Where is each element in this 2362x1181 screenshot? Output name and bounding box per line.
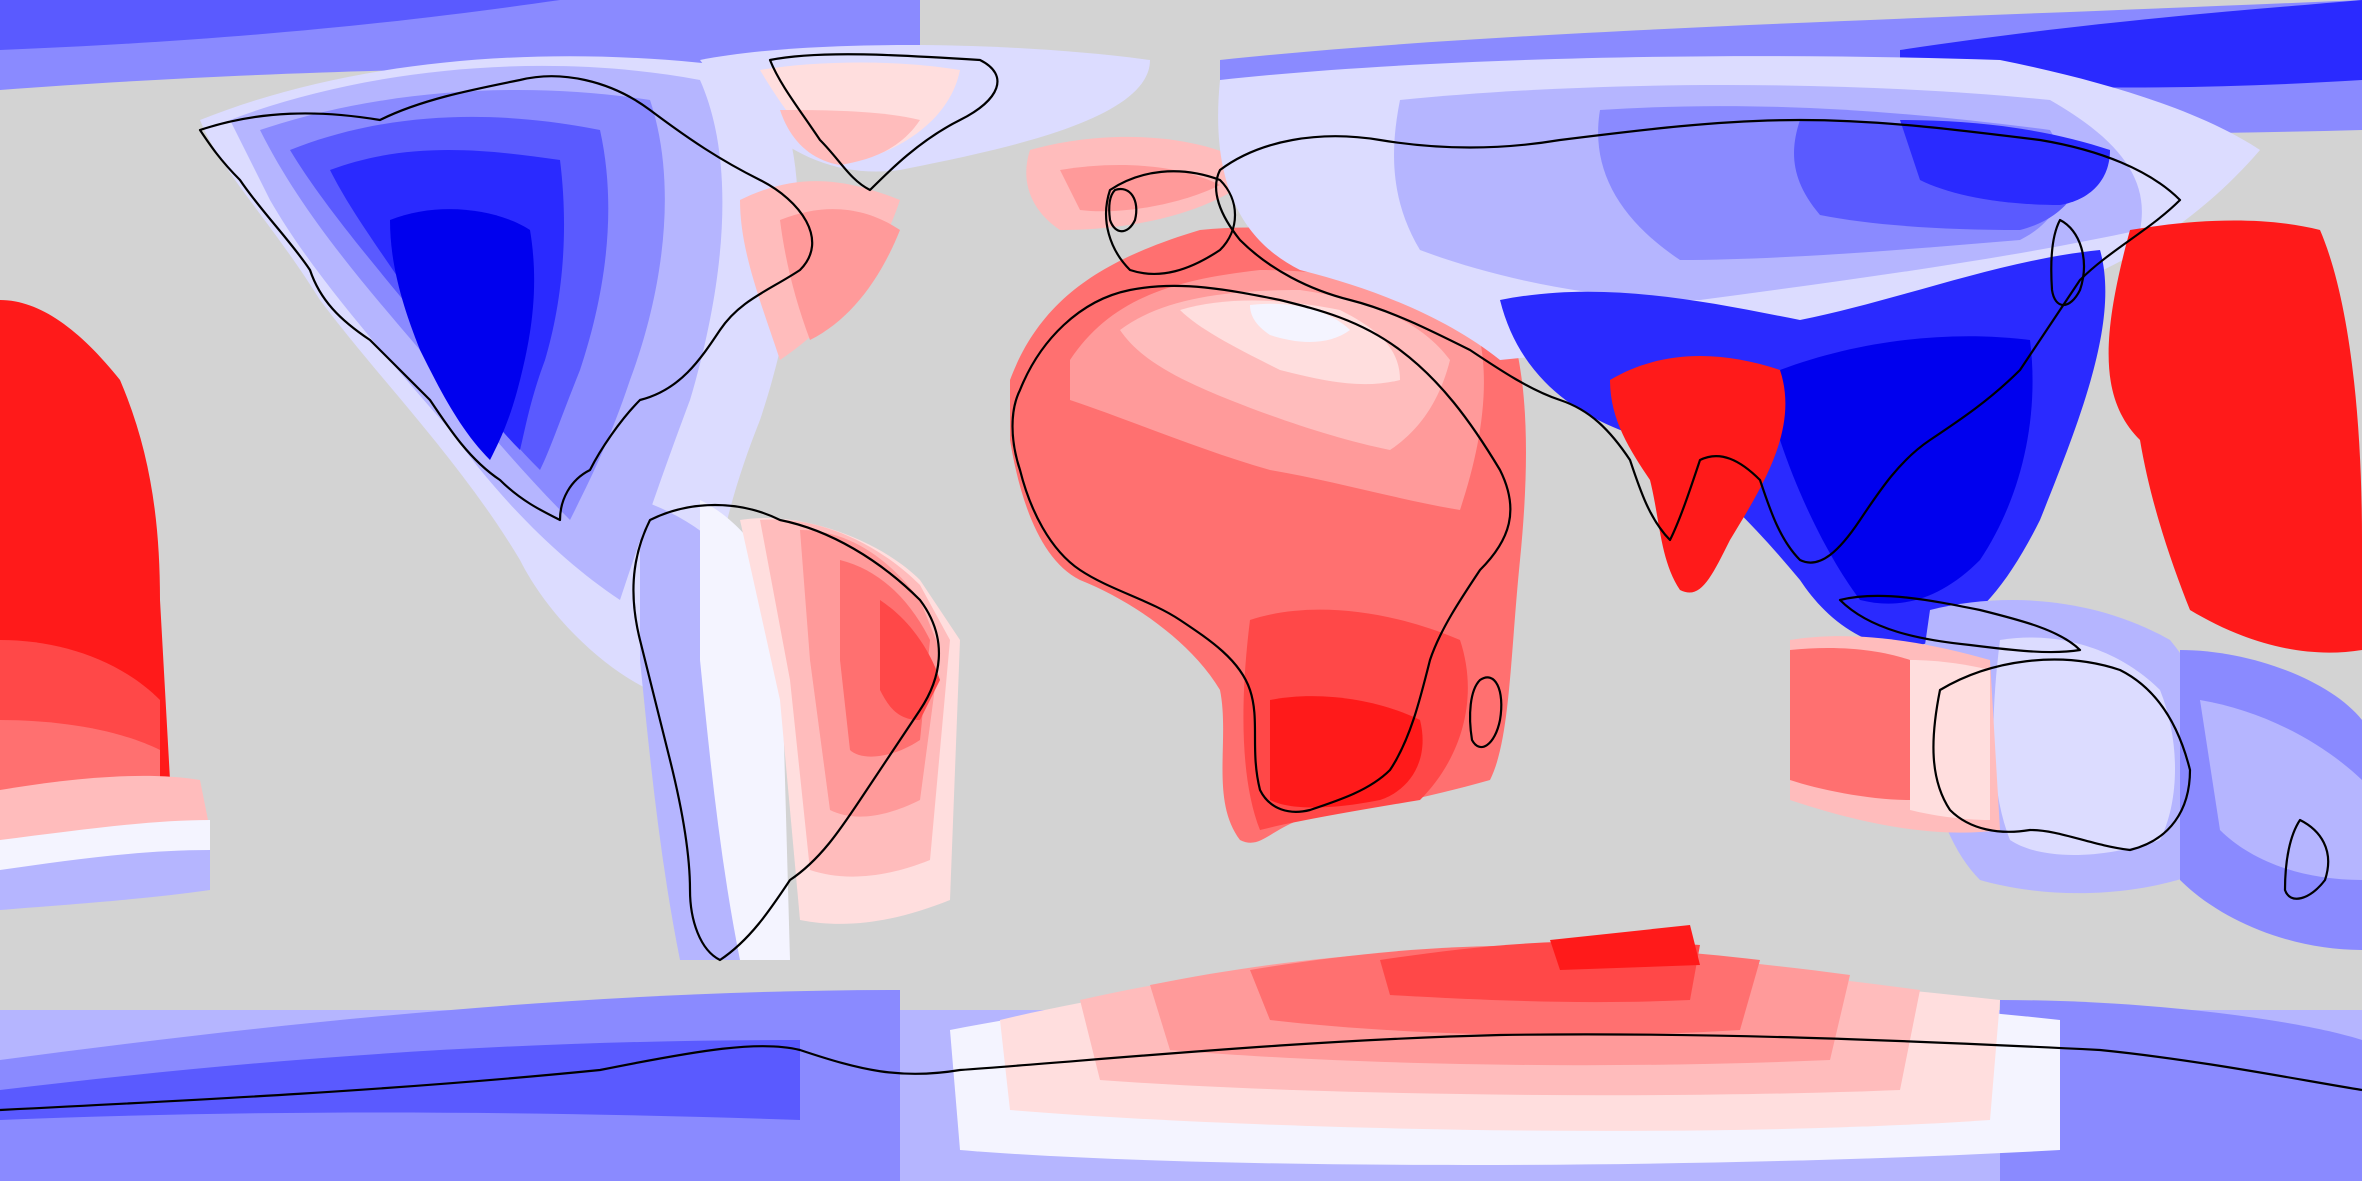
eurasia-coast xyxy=(1215,118,2182,564)
southeast-asia-field xyxy=(1500,250,2106,650)
north-america-coast xyxy=(198,75,814,522)
greenland-coast xyxy=(768,53,999,192)
coastlines xyxy=(0,53,2362,1112)
india-field xyxy=(1610,356,1786,593)
antarctica-coast xyxy=(0,1033,2362,1112)
europe-coast xyxy=(1105,170,1237,275)
east-indian-ocean-field xyxy=(1790,636,2000,833)
japan-coast xyxy=(2050,218,2085,307)
greenland-field xyxy=(700,45,1150,172)
south-america-coast xyxy=(632,503,940,962)
antarctic-warm-field xyxy=(950,925,2060,1165)
west-pacific-field xyxy=(2108,220,2362,653)
east-atlantic-field xyxy=(740,136,1260,360)
new-zealand-coast xyxy=(2283,818,2330,900)
indonesia-coast xyxy=(1838,594,2082,654)
south-america-field xyxy=(640,500,960,960)
britain-coast xyxy=(1108,187,1138,233)
central-pacific-field xyxy=(0,300,210,910)
madagascar-coast xyxy=(1468,676,1503,748)
australia-coast xyxy=(1932,658,2192,852)
africa-coast xyxy=(1011,284,1512,813)
